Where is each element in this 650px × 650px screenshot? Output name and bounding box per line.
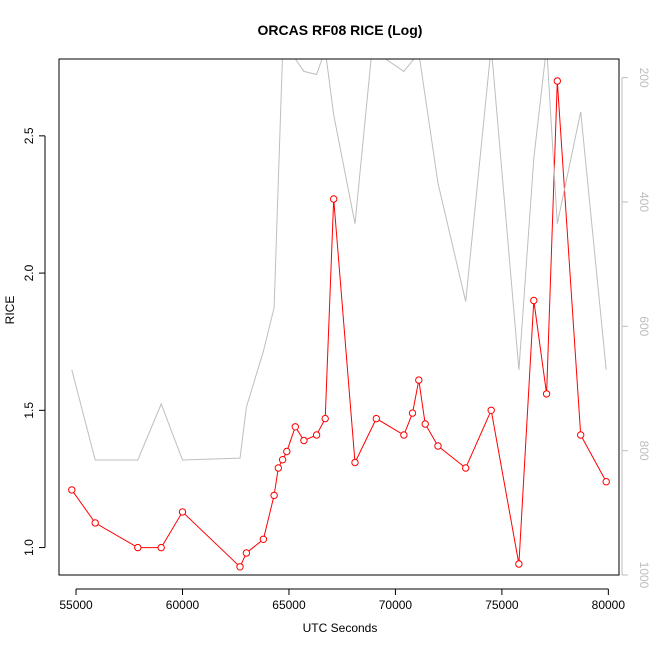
data-point [291, 423, 299, 431]
data-point [68, 486, 76, 494]
data-point [236, 563, 244, 571]
y2-tick-label: 400 [637, 192, 650, 212]
data-point [351, 458, 359, 467]
x-tick-label: 75000 [485, 598, 519, 612]
data-point [515, 560, 523, 568]
data-point [542, 390, 551, 398]
y2-tick-label: 200 [637, 68, 650, 88]
chart-title: ORCAS RF08 RICE (Log) [258, 22, 423, 38]
x-tick-label: 60000 [166, 598, 200, 612]
series-line-left-axis [71, 80, 607, 568]
data-point [421, 420, 429, 428]
data-point [91, 519, 99, 527]
x-axis-label: UTC Seconds [303, 621, 378, 635]
y-tick-label: 1.0 [22, 539, 36, 556]
data-point [415, 376, 423, 384]
data-point [330, 195, 338, 203]
data-point [553, 77, 561, 85]
x-tick-label: 80000 [592, 598, 626, 612]
data-point [530, 296, 538, 305]
data-point [400, 431, 408, 439]
plot-frame [58, 58, 620, 576]
data-point [278, 456, 287, 464]
data-point [487, 406, 495, 414]
x-tick-label: 70000 [379, 598, 413, 612]
data-point [577, 431, 585, 439]
data-point [178, 508, 187, 516]
plot-area [68, 59, 610, 571]
data-point [157, 543, 165, 552]
data-point [408, 409, 417, 417]
data-point [242, 549, 251, 557]
data-point [134, 543, 142, 552]
data-point [434, 442, 442, 450]
data-point [321, 414, 329, 423]
y2-tick-label: 800 [637, 441, 650, 461]
y-axis-label: RICE [3, 296, 17, 325]
data-point [462, 464, 470, 472]
y2-tick-label: 600 [637, 316, 650, 336]
data-point [300, 436, 308, 445]
data-point [283, 447, 291, 456]
y-tick-label: 2.5 [22, 127, 36, 144]
series-line-right-axis [71, 59, 607, 461]
data-point [602, 478, 610, 486]
y-tick-label: 2.0 [22, 264, 36, 281]
data-point [372, 414, 380, 423]
data-point [274, 464, 282, 472]
data-point [270, 491, 278, 500]
data-point [259, 535, 268, 543]
axes: 55000 60000 65000 70000 75000 80000 1.0 1.5 2.0 2… [22, 58, 650, 612]
y2-tick-label: 1000 [637, 562, 650, 589]
x-tick-label: 55000 [59, 598, 93, 612]
x-tick-label: 65000 [272, 598, 306, 612]
data-point [312, 431, 321, 439]
y-tick-label: 1.5 [22, 402, 36, 419]
